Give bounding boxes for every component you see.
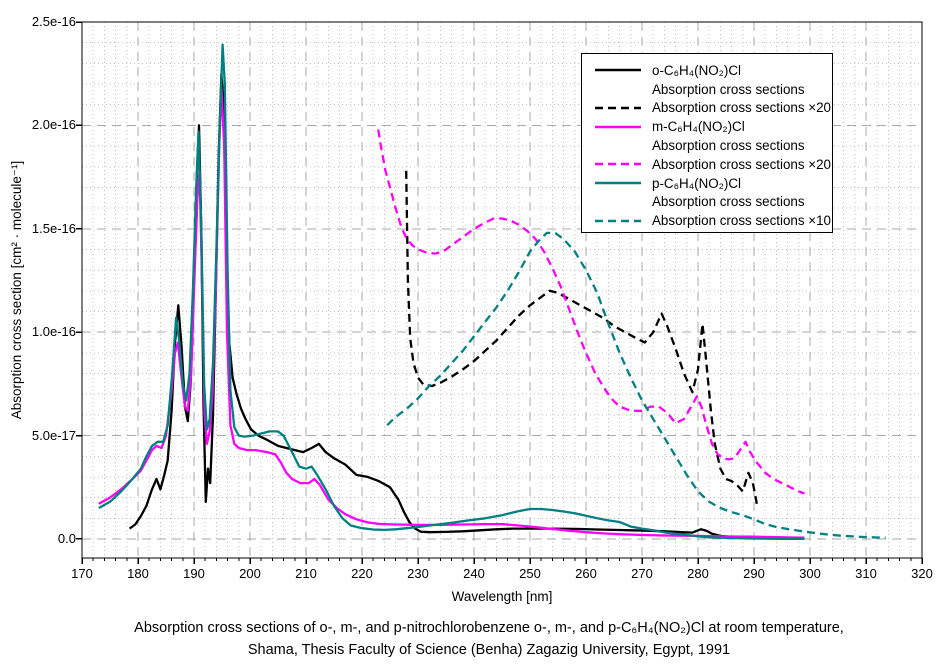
- series-m-dashed: [377, 129, 805, 495]
- legend-label: Absorption cross sections: [652, 194, 805, 210]
- legend-label: Absorption cross sections: [652, 81, 805, 97]
- x-tick-label: 250: [519, 566, 541, 581]
- y-axis-title: Absorption cross section [cm² · molecule…: [9, 160, 24, 420]
- legend-row: p-C₆H₄(NO₂)Cl: [582, 174, 832, 193]
- series-m-solid: [98, 87, 805, 539]
- legend-label: Absorption cross sections ×10: [652, 213, 832, 229]
- x-tick-label: 270: [631, 566, 653, 581]
- legend-label: o-C₆H₄(NO₂)Cl: [652, 62, 741, 78]
- legend-line-sample-none: [595, 199, 641, 205]
- legend-line-sample-m-solid: [595, 124, 641, 130]
- x-tick-label: 300: [799, 566, 821, 581]
- y-tick-label: 2.5e-16: [31, 14, 76, 29]
- x-tick-label: 240: [463, 566, 485, 581]
- x-tick-label: 260: [575, 566, 597, 581]
- caption-line-1: Absorption cross sections of o-, m-, and…: [134, 620, 844, 636]
- caption-line-2: Shama, Thesis Faculty of Science (Benha)…: [247, 642, 731, 658]
- legend-row: o-C₆H₄(NO₂)Cl: [582, 61, 832, 80]
- legend-line-sample-p-dashed: [595, 218, 641, 224]
- legend-row: Absorption cross sections: [582, 80, 832, 99]
- x-tick-label: 230: [407, 566, 429, 581]
- y-tick-label: 5.0e-17: [31, 427, 76, 443]
- series-p-dashed: [386, 231, 886, 539]
- legend-row: Absorption cross sections ×20: [582, 155, 832, 174]
- x-tick-label: 310: [855, 566, 877, 581]
- legend-label: Absorption cross sections ×20: [652, 100, 832, 116]
- legend-label: Absorption cross sections ×20: [652, 156, 832, 172]
- y-tick-label: 1.0e-16: [31, 324, 76, 340]
- x-tick-label: 180: [127, 566, 149, 581]
- legend-line-sample-p-solid: [595, 180, 641, 186]
- caption: Absorption cross sections of o-, m-, and…: [0, 617, 942, 661]
- plot-frame: [81, 21, 923, 559]
- legend-line-sample-o-dashed: [595, 105, 641, 111]
- y-tick-label: 2.0e-16: [31, 117, 76, 133]
- y-tick-label: 1.5e-16: [31, 220, 76, 236]
- legend-line-sample-none: [595, 143, 641, 149]
- legend-line-sample-o-solid: [595, 67, 641, 73]
- x-tick-label: 220: [351, 566, 373, 581]
- legend-row: Absorption cross sections: [582, 193, 832, 212]
- series-o-solid: [128, 72, 766, 540]
- y-tick-label: 0.0: [57, 530, 76, 546]
- x-tick-label: 320: [911, 566, 933, 581]
- legend-line-sample-none: [595, 86, 641, 92]
- x-tick-label: 200: [239, 566, 261, 581]
- legend: o-C₆H₄(NO₂)Cl Absorption cross sections …: [581, 53, 833, 233]
- x-tick-label: 280: [687, 566, 709, 581]
- series-p-solid: [98, 43, 805, 540]
- legend-row: m-C₆H₄(NO₂)Cl: [582, 117, 832, 136]
- legend-label: Absorption cross sections: [652, 138, 805, 154]
- legend-row: Absorption cross sections ×20: [582, 99, 832, 118]
- x-tick-label: 290: [743, 566, 765, 581]
- legend-row: Absorption cross sections ×10: [582, 211, 832, 230]
- legend-label: m-C₆H₄(NO₂)Cl: [652, 119, 745, 135]
- x-tick-label: 210: [295, 566, 317, 581]
- legend-row: Absorption cross sections: [582, 136, 832, 155]
- x-axis-title: Wavelength [nm]: [451, 589, 553, 604]
- x-tick-label: 190: [183, 566, 205, 581]
- x-tick-label: 170: [71, 566, 93, 581]
- legend-label: p-C₆H₄(NO₂)Cl: [652, 175, 741, 191]
- legend-line-sample-m-dashed: [595, 161, 641, 167]
